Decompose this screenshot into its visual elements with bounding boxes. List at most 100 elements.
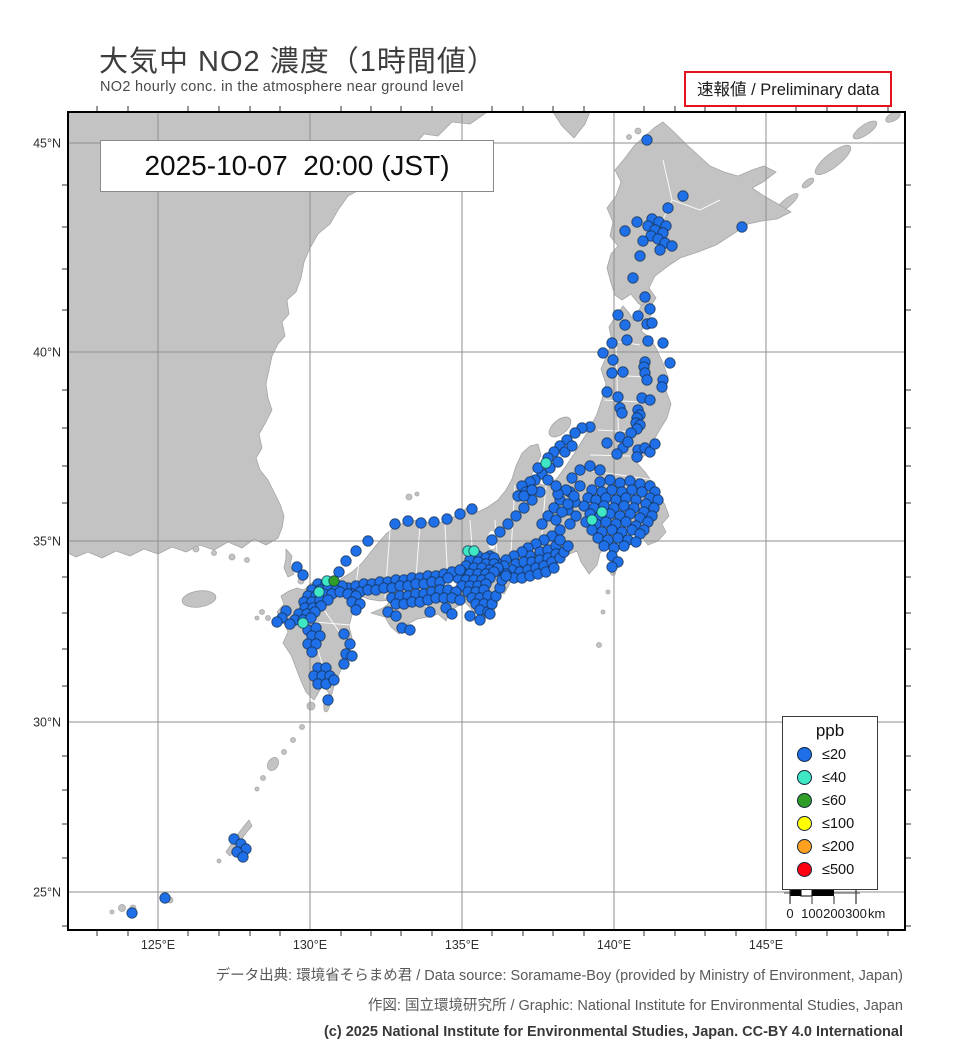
legend-item-label: ≤20 [822,746,847,763]
station-dot-le20 [639,291,651,303]
map-frame [67,111,906,931]
station-dot-le20 [550,514,562,526]
station-dot-le20 [568,490,580,502]
station-dot-le20 [486,534,498,546]
station-dot-le20 [390,610,402,622]
station-dot-le20 [634,250,646,262]
legend-title: ppb [815,721,845,740]
station-dot-le20 [389,518,401,530]
station-dot-le20 [466,503,478,515]
station-dot-le20 [641,374,653,386]
station-dot-le20 [454,564,466,576]
station-dot-le20 [556,506,568,518]
lat-label: 30°N [33,716,61,730]
station-dot-le20 [510,510,522,522]
scale-bar [784,888,860,904]
station-dot-le20 [618,540,630,552]
station-dot-le20 [736,221,748,233]
station-dot-le40 [586,514,598,526]
station-dot-le20 [644,303,656,315]
scalebar-tick-label: 0 [786,906,793,921]
station-dot-le20 [346,650,358,662]
station-dot-le20 [518,502,530,514]
station-dot-le20 [562,540,574,552]
station-dot-le20 [574,464,586,476]
station-dot-le40 [313,586,325,598]
legend-item-label: ≤100 [822,815,855,832]
station-dot-le40 [540,457,552,469]
station-dot-le20 [474,614,486,626]
station-dot-le20 [237,851,249,863]
station-dot-le20 [536,518,548,530]
station-dot-le20 [662,202,674,214]
station-dot-le20 [656,381,668,393]
station-dot-le20 [606,337,618,349]
station-dot-le20 [606,561,618,573]
station-dot-le20 [632,310,644,322]
page-title: 大気中 NO2 濃度（1時間値） [99,46,497,78]
land-jeju [181,590,217,608]
station-dots [126,134,748,919]
legend-item-label: ≤500 [822,861,855,878]
legend-item: ≤200 [783,835,877,858]
lon-label: 140°E [597,938,631,952]
lon-label: 145°E [749,938,783,952]
timestamp-box: 2025-10-07 20:00 (JST) [100,140,494,192]
station-dot-le20 [630,536,642,548]
station-dot-le20 [441,513,453,525]
station-dot-le60 [328,575,340,587]
station-dot-le20 [494,526,506,538]
station-dot-le20 [415,517,427,529]
station-dot-le20 [552,456,564,468]
station-dot-le20 [677,190,689,202]
station-dot-le20 [464,610,476,622]
station-dot-le20 [611,448,623,460]
legend-color-dot [797,839,812,854]
station-dot-le20 [350,604,362,616]
station-dot-le20 [305,612,317,624]
station-dot-le20 [584,460,596,472]
station-dot-le20 [542,474,554,486]
axis-labels: 45°N 40°N 35°N 30°N 25°N 125°E 130°E 135°E 140°E… [33,137,783,953]
legend-item: ≤100 [783,812,877,835]
station-dot-le40 [596,506,608,518]
station-dot-le20 [344,638,356,650]
station-dot-le20 [306,646,318,658]
scale-bar-labels: 0 100 200 300 km [786,906,885,921]
station-dot-le20 [646,317,658,329]
lat-label: 25°N [33,886,61,900]
station-dot-le20 [594,464,606,476]
station-dot-le20 [446,608,458,620]
station-dot-le20 [641,134,653,146]
lat-label: 45°N [33,137,61,151]
legend: ppb ≤20 ≤40 ≤60 ≤100 ≤200 ≤500 [782,716,878,890]
legend-color-dot [797,747,812,762]
station-dot-le20 [126,907,138,919]
station-dot-le20 [402,515,414,527]
station-dot-le20 [350,545,362,557]
station-dot-le20 [619,319,631,331]
station-dot-le20 [297,569,309,581]
station-dot-le20 [454,508,466,520]
station-dot-le20 [428,516,440,528]
legend-color-dot [797,862,812,877]
station-dot-le20 [598,540,610,552]
legend-rows: ≤20 ≤40 ≤60 ≤100 ≤200 ≤500 [783,743,877,881]
station-dot-le20 [569,427,581,439]
station-dot-le20 [612,309,624,321]
station-dot-le20 [291,561,303,573]
station-dot-le20 [554,534,566,546]
station-dot-le20 [454,594,466,606]
station-dot-le20 [338,628,350,640]
legend-color-dot [797,770,812,785]
station-dot-le20 [570,510,582,522]
station-dot-le20 [548,562,560,574]
legend-item: ≤40 [783,766,877,789]
station-dot-le20 [621,334,633,346]
station-dot-le20 [631,216,643,228]
land-sado [548,416,572,438]
station-dot-le20 [500,570,512,582]
legend-item-label: ≤40 [822,769,847,786]
station-dot-le20 [566,472,578,484]
